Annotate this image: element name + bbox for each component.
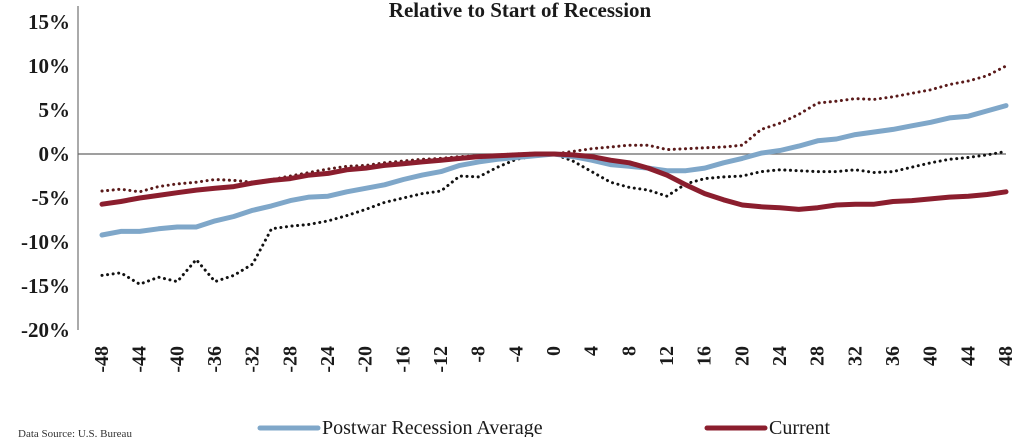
series-line-postwar-average [99,103,1009,238]
series-lines [99,64,1009,286]
y-tick-label: -15% [21,274,70,298]
x-tick-label: -24 [317,346,339,373]
y-tick-label: 10% [28,54,70,78]
x-tick-labels: -48 -44 -40 -36 -32 -28 -24 -20 -16 -12 -8 -4 0 4 8 12 1… [91,346,1016,373]
x-tick-label: -44 [129,346,151,373]
y-tick-label: 0% [39,142,71,166]
x-tick-label: -8 [468,346,490,363]
series-line-upper-range [100,64,1008,194]
x-tick-label: -32 [242,346,264,373]
legend-label-postwar-average: Postwar Recession Average [322,417,543,437]
x-tick-label: -40 [166,346,188,373]
y-tick-label: 5% [39,98,71,122]
x-tick-label: 12 [656,346,678,366]
x-tick-label: -36 [204,346,226,373]
x-tick-label: -28 [279,346,301,373]
source-note: Data Source: U.S. Bureau [18,428,132,437]
series-line-current [99,151,1009,212]
x-tick-label: 0 [543,346,565,356]
x-tick-label: 36 [882,346,904,366]
y-tick-label: -5% [32,186,71,210]
x-tick-label: -4 [505,346,527,363]
x-tick-label: 8 [618,346,640,356]
y-tick-label: -10% [21,230,70,254]
y-tick-label: 15% [28,10,70,34]
x-tick-label: -12 [430,346,452,373]
x-tick-label: 24 [769,346,791,366]
legend: Postwar Recession Average Current [257,417,831,439]
legend-label-current: Current [769,417,831,437]
series-line-lower-range [100,149,1008,286]
x-tick-label: 48 [995,346,1016,366]
y-tick-label: -20% [21,318,70,342]
x-tick-label: 40 [920,346,942,366]
x-tick-label: 28 [807,346,829,366]
x-tick-label: -16 [392,346,414,373]
x-tick-label: 16 [694,346,716,366]
x-tick-label: 44 [957,346,979,366]
x-tick-label: 20 [731,346,753,366]
x-tick-label: 32 [844,346,866,366]
x-tick-label: -20 [355,346,377,373]
x-tick-label: 4 [581,346,603,356]
chart-title: Relative to Start of Recession [389,0,652,22]
y-tick-labels: 15% 10% 5% 0% -5% -10% -15% -20% [21,10,70,342]
x-tick-label: -48 [91,346,113,373]
